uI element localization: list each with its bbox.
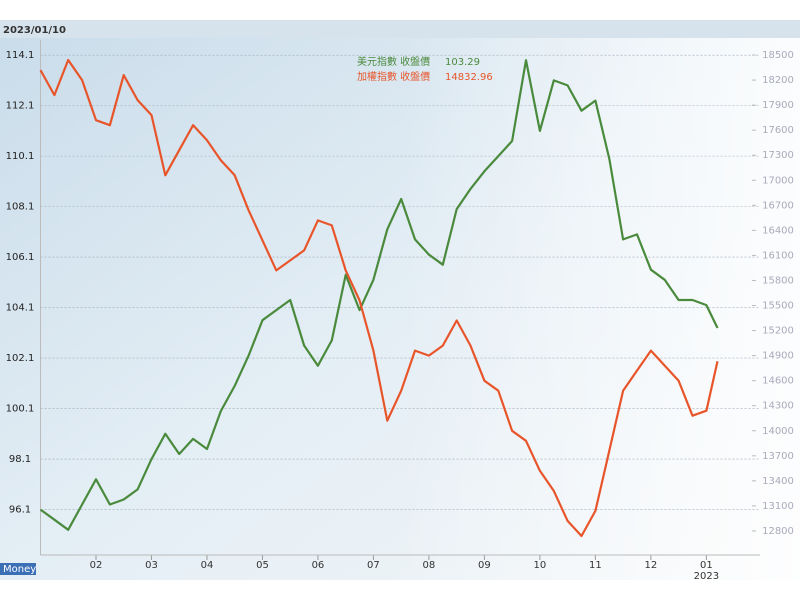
x-tick-label: 12 [644,560,657,571]
x-tick-label: 03 [145,560,158,571]
x-tick-label: 05 [256,560,269,571]
series-line [39,59,719,531]
y2-tick-label: 13100 [762,501,794,512]
y-tick-label: 112.1 [6,101,35,112]
y2-tick-label: 14900 [762,351,794,362]
y2-tick-label: 12800 [762,526,794,537]
y2-tick-label: 16400 [762,225,794,236]
y2-tick-label: 17600 [762,125,794,136]
x-tick-label: 07 [367,560,380,571]
y-tick-label: 98.1 [9,454,31,465]
y2-tick-label: 15500 [762,301,794,312]
chart-title: 2023/01/10 [3,25,66,36]
series-line [39,58,719,538]
y-tick-label: 114.1 [6,50,35,61]
y2-tick-label: 17000 [762,175,794,186]
y-tick-label: 104.1 [6,303,35,314]
y-tick-label: 102.1 [6,353,35,364]
y2-tick-label: 14000 [762,426,794,437]
y2-tick-label: 18500 [762,50,794,61]
x-tick-label: 09 [478,560,491,571]
x-tick-label: 04 [201,560,214,571]
y2-tick-label: 15800 [762,275,794,286]
y2-tick-label: 16100 [762,250,794,261]
x-tick-label: 02 [90,560,103,571]
y-tick-label: 96.1 [9,505,31,516]
legend-name: 美元指數 收盤價 [357,55,430,68]
y-tick-label: 100.1 [6,404,35,415]
x-tick-label: 10 [534,560,547,571]
y2-tick-label: 17900 [762,100,794,111]
y-tick-label: 106.1 [6,252,35,263]
y2-tick-label: 14600 [762,376,794,387]
y2-tick-label: 13700 [762,451,794,462]
legend-name: 加權指數 收盤價 [357,70,430,83]
y2-tick-label: 15200 [762,326,794,337]
y-tick-label: 108.1 [6,202,35,213]
x-tick-label: 01 [700,560,713,571]
logo-box [0,563,36,575]
x-tick-label: 08 [423,560,436,571]
logo: Money [3,564,36,575]
legend-value: 103.29 [445,57,480,68]
y2-tick-label: 13400 [762,476,794,487]
year-label: 2023 [694,571,719,582]
background-fade [400,20,800,580]
header-bar [0,20,800,38]
y2-tick-label: 16700 [762,200,794,211]
legend-value: 14832.96 [445,72,493,83]
x-tick-label: 06 [312,560,325,571]
y2-tick-label: 18200 [762,75,794,86]
y2-tick-label: 17300 [762,150,794,161]
x-tick-label: 11 [589,560,602,571]
y2-tick-label: 14300 [762,401,794,412]
y-tick-label: 110.1 [6,151,35,162]
